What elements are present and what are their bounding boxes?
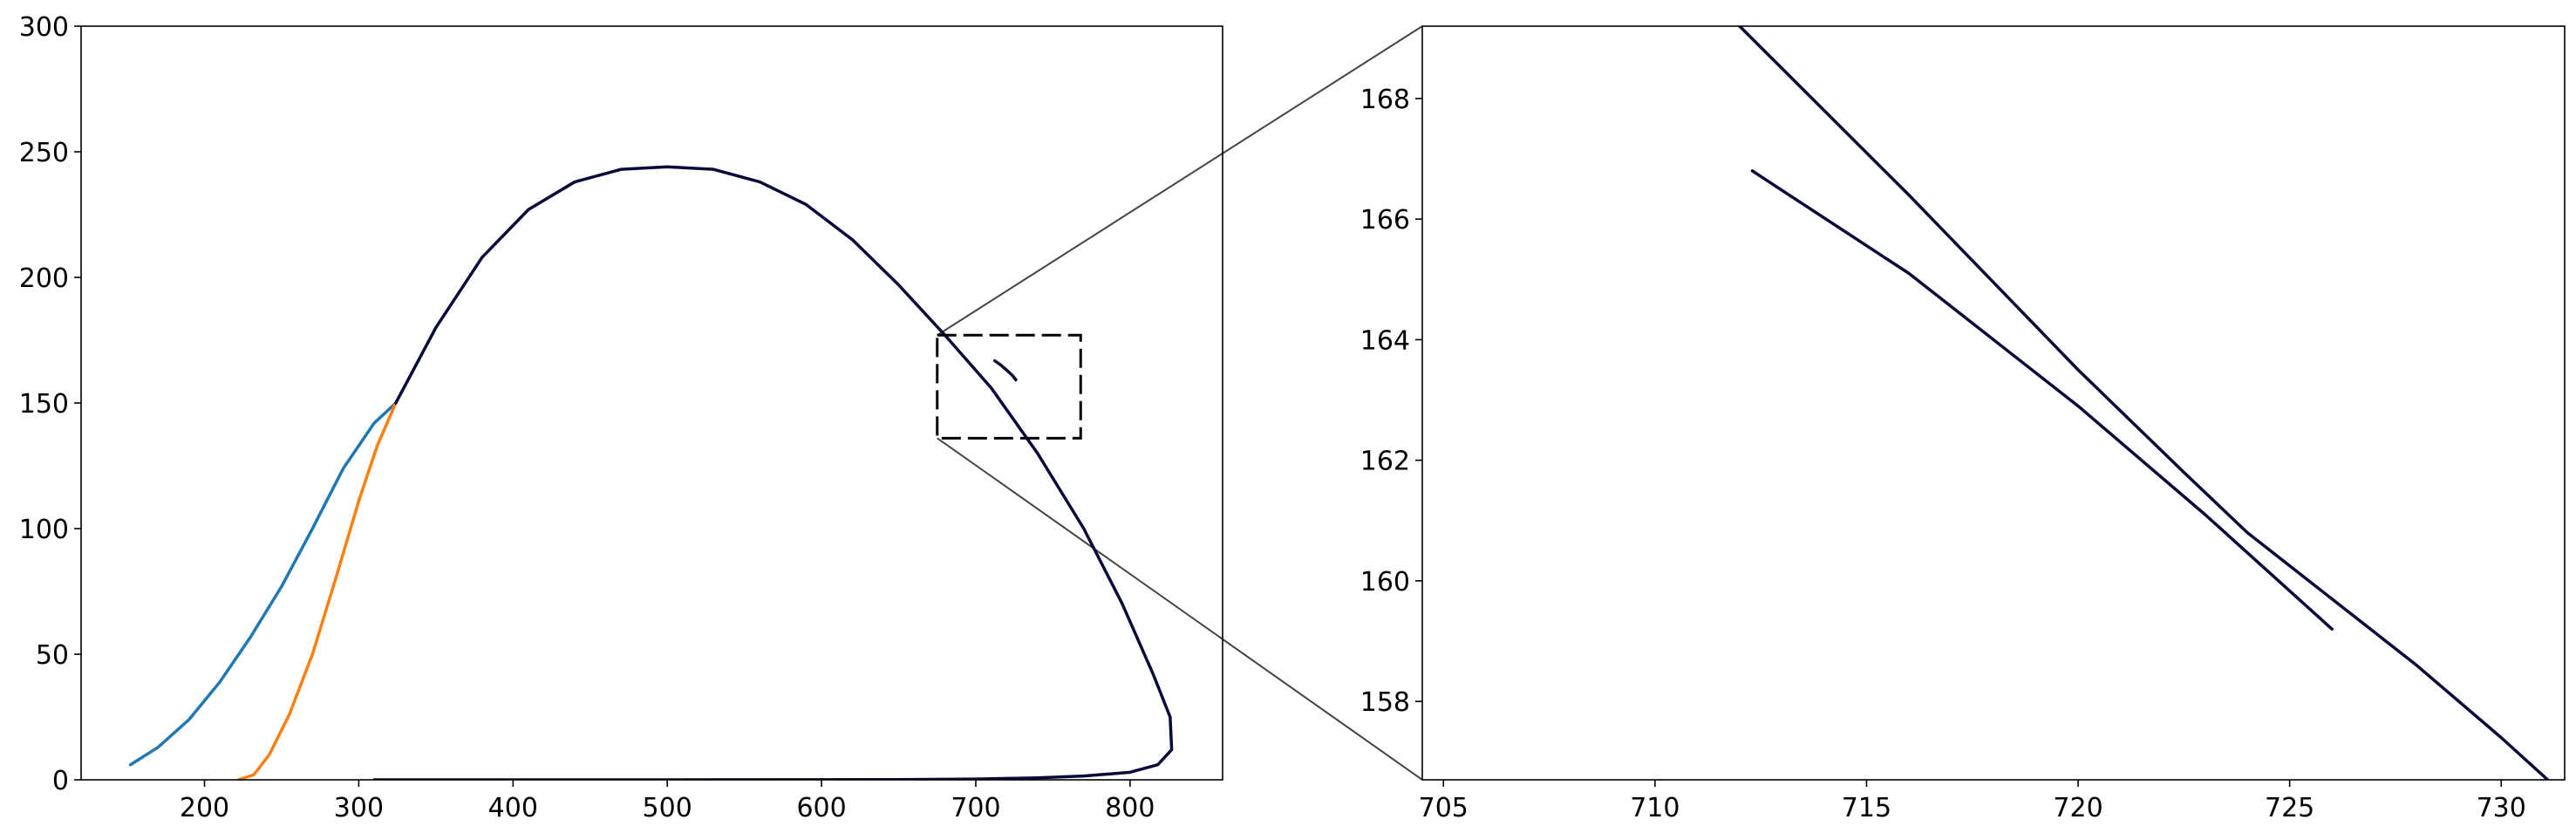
inset-axes-frame <box>1421 25 2566 781</box>
main-y-tick-label: 300 <box>19 12 69 43</box>
main-series-line-0 <box>128 401 398 767</box>
main-y-tick-label: 150 <box>19 389 69 420</box>
main-y-tick-label: 100 <box>19 515 69 545</box>
main-x-tick-label: 400 <box>488 793 538 823</box>
main-x-tick-label: 300 <box>334 793 384 823</box>
inset-y-tick-label: 158 <box>1360 687 1410 718</box>
zoom-connector-bottom <box>937 437 1423 781</box>
inset-y-tick-label: 160 <box>1360 567 1410 598</box>
inset-x-tick-label: 705 <box>1419 793 1469 823</box>
main-x-tick-label: 800 <box>1105 793 1155 823</box>
main-x-tick-label: 700 <box>951 793 1000 823</box>
main-x-tick-label: 600 <box>796 793 846 823</box>
inset-y-tick-label: 168 <box>1360 85 1410 115</box>
main-plot-panel: 200 300 400 500 600 700 800 0 50 100 150 200 250 300 <box>19 12 1223 823</box>
main-series-line-2 <box>372 165 1174 780</box>
inset-x-tick-label: 725 <box>2265 793 2314 823</box>
main-y-tick-label: 50 <box>36 640 69 671</box>
inset-y-tick-label: 164 <box>1360 325 1410 356</box>
inset-x-tick-label: 710 <box>1630 793 1680 823</box>
main-x-tick-label: 200 <box>180 793 229 823</box>
zoom-connector-lines <box>937 25 1423 781</box>
inset-y-tick-label: 166 <box>1360 205 1410 236</box>
inset-x-tick-label: 720 <box>2053 793 2102 823</box>
main-series-group <box>128 165 1174 780</box>
main-y-tick-label: 250 <box>19 138 69 168</box>
main-series-line-3 <box>992 359 1018 382</box>
inset-y-tick-label: 162 <box>1360 447 1410 477</box>
main-y-tick-label: 200 <box>19 263 69 294</box>
zoom-inset-panel: 705 710 715 720 725 730 158 160 162 164 166 168 <box>1360 25 2566 823</box>
inset-x-tick-label: 730 <box>2477 793 2526 823</box>
inset-x-tick-label: 715 <box>1842 793 1891 823</box>
main-y-tick-label: 0 <box>52 766 69 796</box>
zoom-region-box <box>936 333 1082 440</box>
inset-series-line-1 <box>1750 169 2334 631</box>
inset-series-line-0 <box>1738 26 2550 780</box>
main-x-tick-label: 500 <box>643 793 692 823</box>
zoom-connector-top <box>937 25 1423 337</box>
main-series-line-1 <box>236 401 398 780</box>
inset-series-group <box>1738 26 2550 780</box>
